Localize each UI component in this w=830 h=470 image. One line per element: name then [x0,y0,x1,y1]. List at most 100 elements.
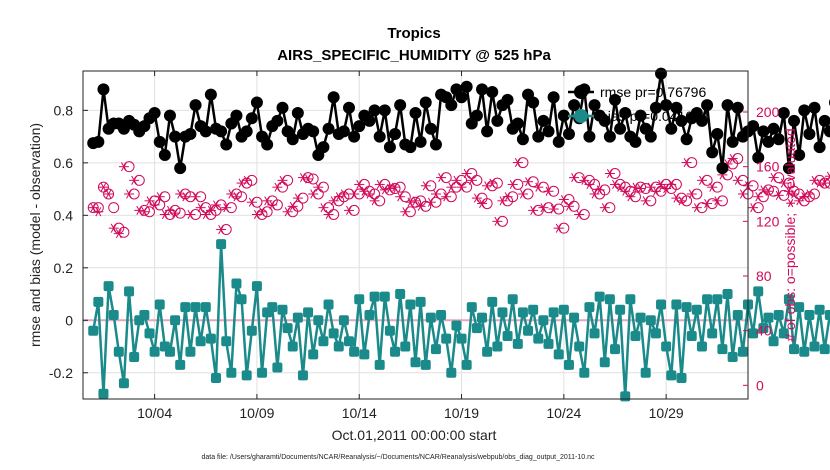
obs-evaluated-point [231,192,242,202]
obs-evaluated-point [789,189,800,199]
y-axis-label: rmse and bias (model - observation) [27,123,43,347]
rmse-point [322,122,335,135]
bias-point [579,367,590,378]
obs-evaluated-point [702,198,713,209]
obs-evaluated-point [563,201,574,211]
obs-evaluated-point [369,196,380,206]
obs-evaluated-point [420,181,431,191]
bias-point [783,294,794,305]
bias-point [615,304,626,315]
obs-evaluated-point [640,196,651,206]
rmse-point [455,91,468,104]
bias-point [482,346,493,357]
bias-point [456,333,467,344]
rmse-point [491,114,504,127]
bias-point [272,362,283,373]
legend-marker [574,85,588,99]
x-tick-label: 10/04 [137,405,172,421]
rmse-point [250,96,263,109]
rmse-point [537,114,550,127]
rmse-point [348,130,361,143]
rmse-point [470,109,483,122]
rmse-point [527,96,540,109]
bias-point [164,346,175,357]
obs-evaluated-point [277,175,288,185]
bias-point [681,302,692,313]
bias-point [563,359,574,370]
obs-evaluated-point [113,229,124,239]
obs-possible-point [108,202,120,214]
rmse-point [711,127,724,140]
rmse-point [818,114,830,127]
bias-point [492,341,503,352]
legend-label: bias pr=0.041644 [600,108,709,124]
bias-point [292,312,303,323]
obs-evaluated-point [451,175,462,185]
legend-marker [574,109,588,123]
obs-evaluated-point [308,189,319,199]
obs-evaluated-point [354,179,365,190]
x-tick-label: 10/24 [546,405,581,421]
bias-point [267,302,278,313]
obs-evaluated-point [727,153,738,164]
bias-point [328,328,339,339]
bias-point [589,328,600,339]
obs-evaluated-point [676,196,687,206]
bias-point [824,310,830,321]
rmse-point [583,130,596,143]
bias-point [246,325,257,336]
rmse-point [706,146,719,159]
bias-point [185,346,196,357]
bias-point [558,304,569,315]
y-right-tick-label: 80 [756,268,772,284]
obs-evaluated-point [425,197,436,207]
obs-evaluated-point [118,162,129,172]
rmse-point [337,125,350,138]
obs-evaluated-point [737,189,748,199]
bias-point [425,312,436,323]
bias-point [466,302,477,313]
bias-point [696,341,707,352]
bias-point [303,307,314,318]
obs-evaluated-point [707,182,718,192]
rmse-point [726,135,739,148]
obs-evaluated-point [471,193,482,203]
obs-evaluated-point [666,179,677,190]
rmse-point [169,130,182,143]
rmse-point [363,114,376,127]
obs-evaluated-point [195,203,206,213]
obs-evaluated-point [794,196,805,206]
rmse-point [808,101,821,114]
obs-evaluated-point [216,224,227,235]
obs-evaluated-point [620,186,631,196]
bias-point [441,333,452,344]
obs-evaluated-point [548,204,559,214]
bias-point [727,352,738,363]
bias-point [98,388,109,399]
bias-point [333,341,344,352]
obs-evaluated-point [272,182,283,192]
bias-point [635,312,646,323]
bias-point [584,302,595,313]
rmse-point [747,120,760,133]
obs-evaluated-point [778,178,789,188]
obs-evaluated-point [604,168,615,179]
bias-point [799,346,810,357]
bias-point [819,344,830,355]
obs-evaluated-point [512,157,523,168]
rmse-point [542,125,555,138]
obs-evaluated-point [180,192,191,202]
bias-point [753,286,764,297]
rmse-point [486,85,499,98]
rmse-point [92,135,105,148]
rmse-point [343,101,355,114]
bias-point [88,325,99,336]
bias-point [113,346,124,357]
bias-point [108,310,119,321]
rmse-point [163,109,176,122]
y-right-tick-label: 120 [756,213,780,229]
bias-point [661,341,672,352]
plot-frame [82,70,749,400]
y-axis-right-label: # of obs: o=possible; ∗=evaluated [782,128,798,341]
bias-point [512,338,523,349]
